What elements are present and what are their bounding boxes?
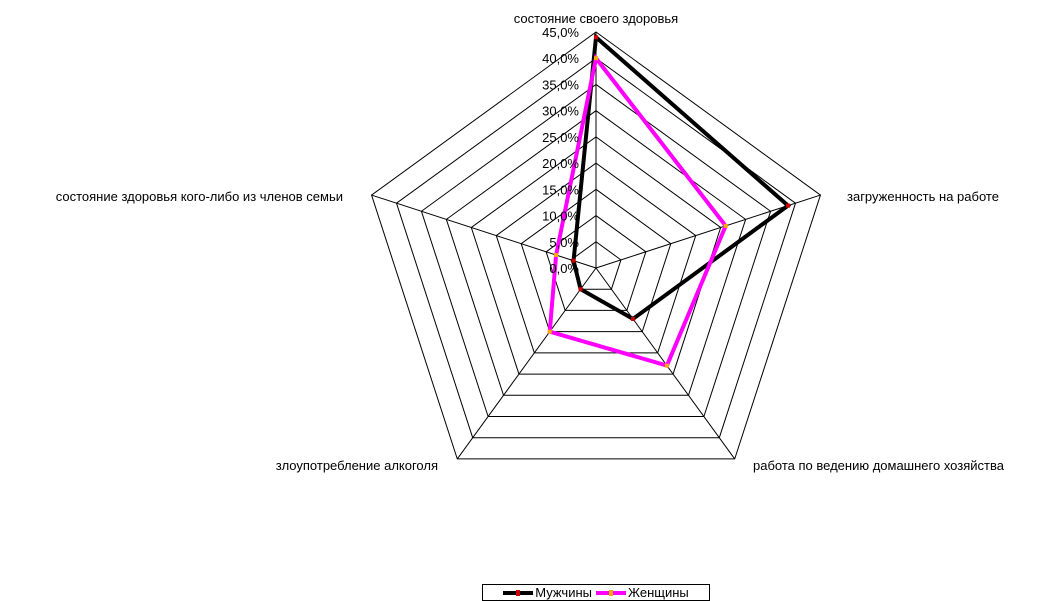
legend-label-men: Мужчины [535, 585, 592, 600]
grid-ring-3 [520, 188, 672, 333]
tick-label-0: 0,0% [549, 261, 579, 276]
legend-item-women: Женщины [596, 585, 689, 600]
series-1-point-2 [664, 363, 669, 368]
grid-ring-5 [470, 136, 722, 375]
grid-ring-2 [545, 214, 647, 311]
spoke-4 [371, 194, 597, 269]
series-0-point-2 [630, 316, 635, 321]
legend-item-men: Мужчины [503, 585, 592, 600]
series-1-point-0 [594, 56, 598, 61]
radar-grid [370, 31, 822, 460]
grid-ring-6 [445, 110, 747, 396]
grid-ring-4 [495, 162, 697, 354]
tick-label-5: 25,0% [542, 130, 579, 145]
series-line-1 [547, 53, 728, 369]
axis-label-family-health: состояние здоровья кого-либо из членов с… [56, 189, 343, 204]
series-0-point-0 [594, 35, 598, 40]
legend-swatch-men [503, 589, 534, 596]
axis-label-alcohol: злоупотребление алкоголя [276, 458, 438, 473]
tick-label-8: 40,0% [542, 51, 579, 66]
series-1-point-4 [554, 253, 559, 258]
series-1-point-1 [723, 223, 728, 228]
grid-ring-7 [420, 83, 772, 417]
axis-label-housework: работа по ведению домашнего хозяйства [753, 458, 1005, 473]
grid-ring-8 [395, 57, 797, 439]
tick-label-4: 20,0% [542, 156, 579, 171]
series-0-point-3 [578, 287, 583, 292]
legend-label-women: Женщины [628, 585, 689, 600]
tick-label-7: 35,0% [542, 77, 579, 92]
tick-labels: 0,0% 5,0% 10,0% 15,0% 20,0% 25,0% 30,0% 35,0% 40… [542, 25, 579, 276]
tick-label-6: 30,0% [542, 104, 579, 119]
tick-label-3: 15,0% [542, 182, 579, 197]
series-0-point-1 [786, 203, 791, 208]
spoke-3 [456, 267, 597, 460]
series-1-point-3 [547, 329, 552, 334]
series-0-point-4 [571, 258, 576, 263]
axis-labels: состояние своего здоровья загруженность … [56, 11, 1005, 473]
axis-label-own-health: состояние своего здоровья [514, 11, 678, 26]
tick-label-1: 5,0% [549, 235, 579, 250]
series-layer [547, 33, 792, 369]
radar-spokes [371, 32, 821, 460]
tick-label-2: 10,0% [542, 209, 579, 224]
tick-label-9: 45,0% [542, 25, 579, 40]
grid-ring-9 [370, 31, 822, 460]
axis-label-workload: загруженность на работе [847, 189, 999, 204]
legend-swatch-women [596, 589, 626, 596]
series-line-0 [571, 33, 792, 322]
legend: Мужчины Женщины [482, 584, 710, 601]
